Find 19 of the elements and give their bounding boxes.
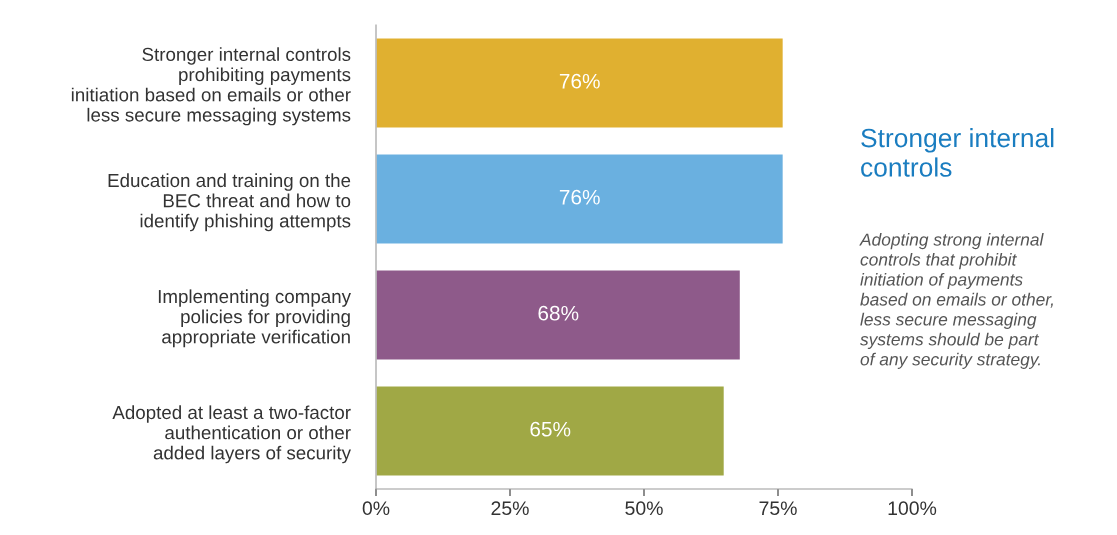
x-tick-label: 25% [491,501,529,516]
x-tick-label: 0% [362,501,390,516]
data-label: 76% [559,189,600,205]
bar [376,385,726,477]
x-tick-label: 100% [888,501,937,516]
y-tick-label: Stronger internal controls prohibiting payments initiation based on emails or other less secure messaging systems [71,47,351,126]
annotation: Adopting strong internal controls that prohibit initiation of payments based on emails or other, less secure messaging systems should be part of any security strategy. [859,233,1053,369]
y-tick-label: Adopted at least a two-factor authentication or other added layers of security [112,405,351,464]
bar [376,153,785,245]
bar [376,37,785,129]
data-label: 68% [538,305,579,321]
data-label: 65% [530,421,571,437]
x-tick-label: 75% [759,501,797,516]
x-tick-label: 50% [625,501,663,516]
data-label: 76% [559,73,600,89]
annotation: Stronger internal controls [861,128,1054,177]
bar [376,269,742,361]
y-tick-label: Implementing company policies for providing appropriate verification [158,289,351,348]
y-tick-label: Education and training on the BEC threat and how to identify phishing attempts [108,173,351,232]
